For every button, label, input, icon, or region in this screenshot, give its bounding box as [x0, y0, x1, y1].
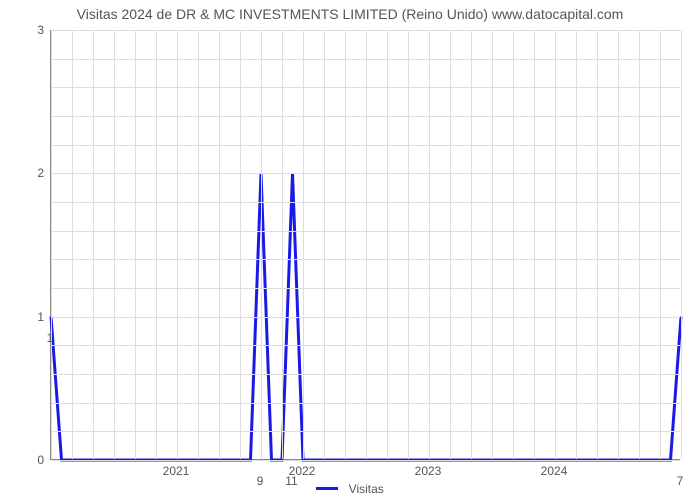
legend-label: Visitas — [349, 482, 384, 496]
point-label: 11 — [285, 474, 297, 488]
x-tick-label: 2021 — [163, 464, 190, 478]
y-tick-label: 1 — [37, 310, 44, 324]
gridline-vertical — [450, 30, 451, 459]
chart-container: Visitas 2024 de DR & MC INVESTMENTS LIMI… — [0, 0, 700, 500]
gridline-vertical — [429, 30, 430, 459]
gridline-vertical — [240, 30, 241, 459]
gridline-vertical — [618, 30, 619, 459]
y-tick-label: 3 — [37, 23, 44, 37]
gridline-vertical — [324, 30, 325, 459]
x-tick-label: 2024 — [541, 464, 568, 478]
gridline-vertical — [513, 30, 514, 459]
gridline-vertical — [93, 30, 94, 459]
gridline-vertical — [576, 30, 577, 459]
gridline-vertical — [345, 30, 346, 459]
gridline-vertical — [366, 30, 367, 459]
gridline-vertical — [639, 30, 640, 459]
gridline-vertical — [534, 30, 535, 459]
gridline-vertical — [408, 30, 409, 459]
gridline-vertical — [303, 30, 304, 459]
point-label: 1 — [47, 331, 54, 345]
gridline-vertical — [51, 30, 52, 459]
point-label: 7 — [677, 474, 684, 488]
gridline-vertical — [177, 30, 178, 459]
gridline-vertical — [282, 30, 283, 459]
gridline-vertical — [114, 30, 115, 459]
gridline-vertical — [597, 30, 598, 459]
gridline-vertical — [471, 30, 472, 459]
gridline-vertical — [660, 30, 661, 459]
gridline-vertical — [261, 30, 262, 459]
gridline-vertical — [135, 30, 136, 459]
plot-area — [50, 30, 680, 460]
gridline-vertical — [555, 30, 556, 459]
gridline-horizontal — [51, 460, 680, 461]
gridline-vertical — [681, 30, 682, 459]
x-tick-label: 2023 — [415, 464, 442, 478]
legend-swatch — [316, 487, 338, 490]
gridline-vertical — [156, 30, 157, 459]
gridline-vertical — [72, 30, 73, 459]
gridline-vertical — [198, 30, 199, 459]
point-label: 9 — [257, 474, 264, 488]
legend: Visitas — [0, 480, 700, 498]
gridline-vertical — [387, 30, 388, 459]
y-tick-label: 0 — [37, 453, 44, 467]
y-tick-label: 2 — [37, 166, 44, 180]
gridline-vertical — [492, 30, 493, 459]
chart-title: Visitas 2024 de DR & MC INVESTMENTS LIMI… — [0, 6, 700, 22]
gridline-vertical — [219, 30, 220, 459]
